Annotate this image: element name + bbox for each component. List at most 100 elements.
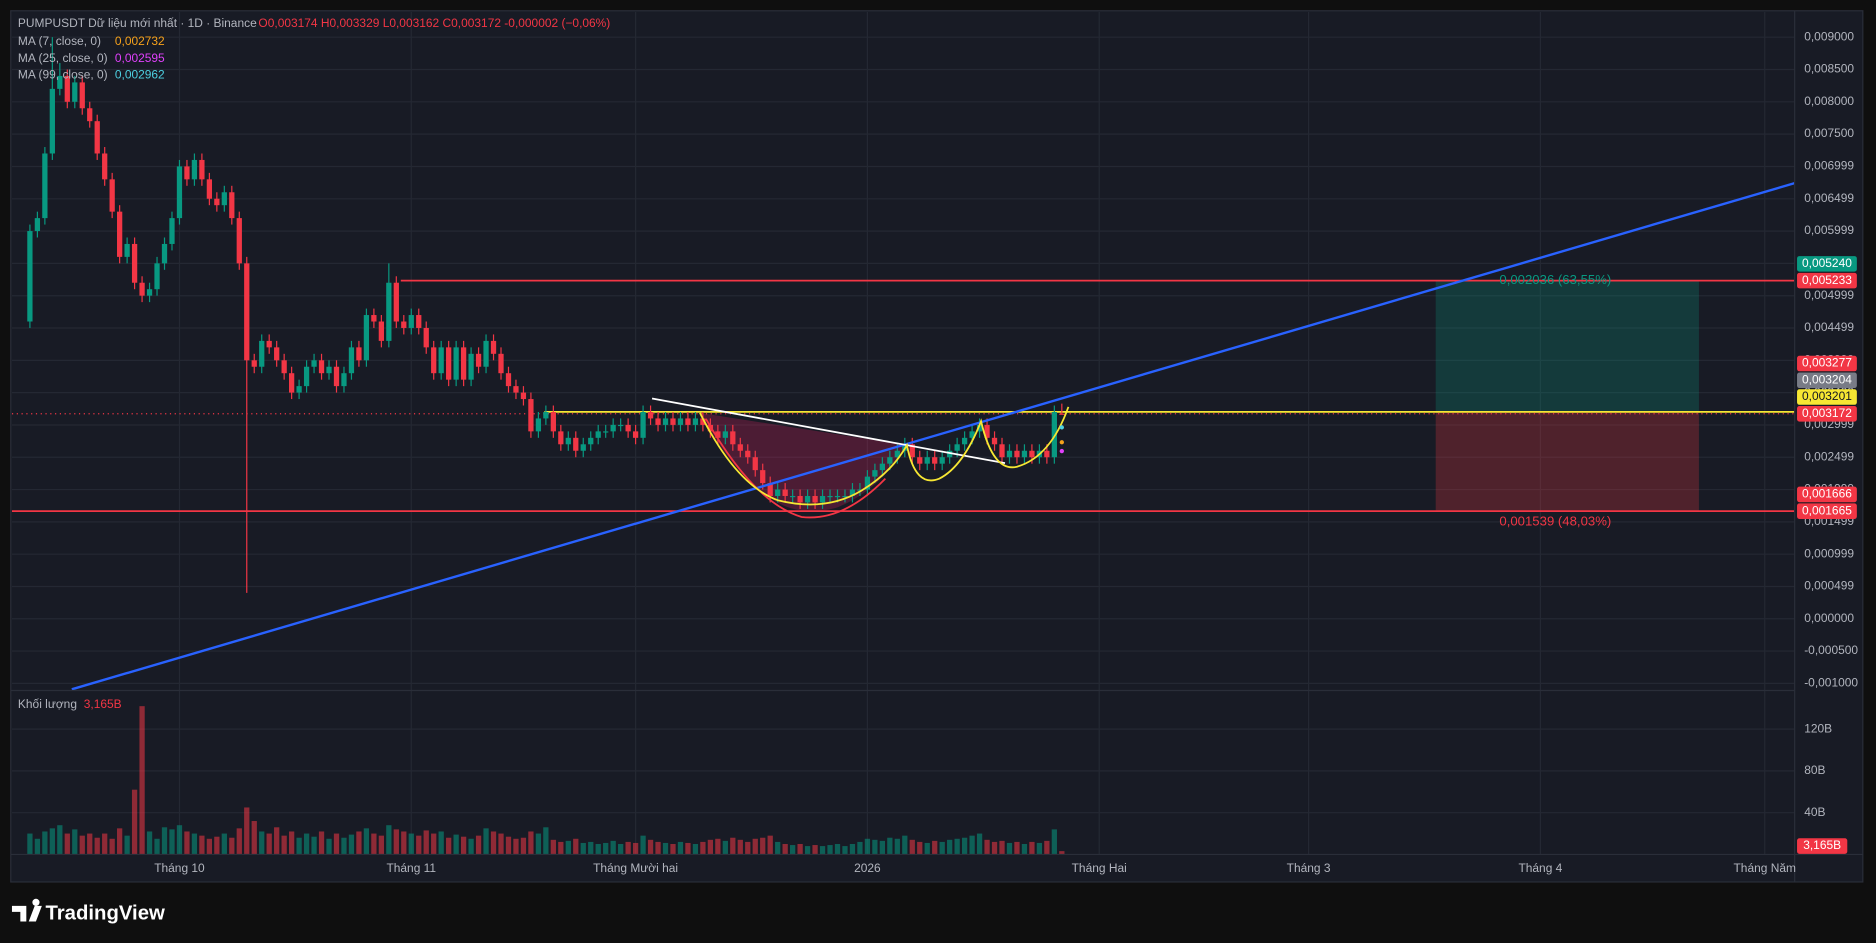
price-marker <box>1797 389 1857 405</box>
price-marker <box>1797 355 1857 372</box>
candle-body <box>528 399 534 432</box>
volume-marker <box>1797 838 1848 854</box>
volume-bar <box>685 842 691 855</box>
ohlc: O0,003174 H0,003329 L0,003162 C0,003172 … <box>258 16 610 30</box>
volume-bar <box>34 838 41 855</box>
price-marker <box>1797 256 1857 272</box>
candle-body <box>1051 411 1057 458</box>
volume-bar <box>894 838 900 855</box>
candle-body <box>274 347 280 361</box>
y-tick-label: 0,000000 <box>1804 611 1854 625</box>
volume-bar <box>864 838 871 855</box>
volume-bar <box>416 835 422 855</box>
candle-body <box>169 218 175 244</box>
volume-bar <box>408 833 414 855</box>
candle-body <box>236 218 242 264</box>
volume-bar <box>117 828 123 855</box>
volume-bar <box>229 837 235 855</box>
volume-bar <box>161 827 168 855</box>
volume-bar <box>879 840 885 855</box>
candle-body <box>214 198 220 206</box>
volume-bar <box>804 846 811 855</box>
candle-body <box>894 450 900 458</box>
volume-bar <box>872 839 878 855</box>
candle-body <box>311 360 317 367</box>
volume-bar <box>236 828 242 855</box>
candle-body <box>1029 450 1035 458</box>
price-marker-label: 0,003204 <box>1802 372 1852 386</box>
y-tick-label: -0,000500 <box>1804 643 1858 657</box>
volume-bar <box>670 844 676 855</box>
x-tick-label: Tháng 10 <box>154 861 205 875</box>
candle-body <box>371 315 377 322</box>
volume-bar <box>917 841 923 855</box>
x-tick-label: Tháng Năm <box>1734 861 1796 875</box>
volume-tick-label: 40B <box>1804 805 1825 819</box>
candle-body <box>453 347 459 380</box>
volume-bar <box>303 833 310 855</box>
candle-body <box>804 495 811 503</box>
y-tick-label: 0,009000 <box>1804 29 1854 43</box>
candle-body <box>393 282 399 322</box>
candle-body <box>752 457 758 471</box>
price-marker-label: 0,003172 <box>1802 406 1852 420</box>
volume-bar <box>1036 842 1043 855</box>
candle-body <box>27 231 33 322</box>
y-tick-label: 0,000999 <box>1804 546 1854 560</box>
candle-body <box>655 418 661 425</box>
neckline <box>651 397 1006 465</box>
axes: 0,009000 0,008500 0,008000 0,007500 0,006999… <box>154 29 1858 875</box>
volume-bar <box>625 841 631 855</box>
candle-body <box>176 166 183 219</box>
volume-bar <box>528 831 534 855</box>
series <box>27 37 1065 855</box>
candle-body <box>520 392 527 400</box>
volume-bar <box>692 844 699 855</box>
volume-bar <box>490 831 497 855</box>
candle-body <box>199 159 205 180</box>
candle-body <box>505 373 512 387</box>
candle-body <box>483 340 489 367</box>
stop-zone <box>1435 411 1699 512</box>
candle-body <box>244 263 250 361</box>
candle-body <box>348 347 355 374</box>
volume-bar <box>707 839 714 855</box>
volume-bar <box>954 838 960 855</box>
volume-bar <box>64 833 70 855</box>
ma-end <box>1059 448 1064 454</box>
cup-fill <box>699 412 907 512</box>
candle-body <box>1014 450 1020 458</box>
indicator-value: 0,002962 <box>115 68 165 82</box>
volume-bar <box>460 836 467 855</box>
price-marker-label: 0,005240 <box>1802 256 1852 270</box>
candle-body <box>79 82 85 109</box>
volume-bar <box>902 835 908 855</box>
candle-body <box>109 179 115 212</box>
candle-body <box>49 88 55 154</box>
candle-body <box>229 192 235 219</box>
volume-bar <box>1014 841 1020 855</box>
candle-body <box>139 282 145 296</box>
volume-bar <box>677 841 684 855</box>
price-marker-label: 0,005233 <box>1802 273 1852 287</box>
x-tick-label: Tháng 4 <box>1518 861 1562 875</box>
volume-bar <box>438 831 444 855</box>
volume-bar <box>371 833 377 855</box>
candle-body <box>251 360 257 367</box>
volume-bar <box>812 845 818 855</box>
candle-body <box>849 489 856 496</box>
cup-curve <box>705 418 887 519</box>
candle-body <box>281 360 287 374</box>
candle-body <box>296 386 302 393</box>
candle-body <box>647 411 654 419</box>
candle-body <box>558 431 564 445</box>
candle-body <box>206 179 213 199</box>
volume-bar <box>505 836 512 855</box>
candle-body <box>730 431 736 445</box>
candle-body <box>999 444 1005 458</box>
volume-bar <box>535 833 542 855</box>
candle-body <box>102 153 108 180</box>
candle-body <box>991 437 998 445</box>
position-label: 0,001539 (48,03%) <box>1499 513 1611 528</box>
volume-marker-label: 3,165B <box>1803 838 1841 852</box>
